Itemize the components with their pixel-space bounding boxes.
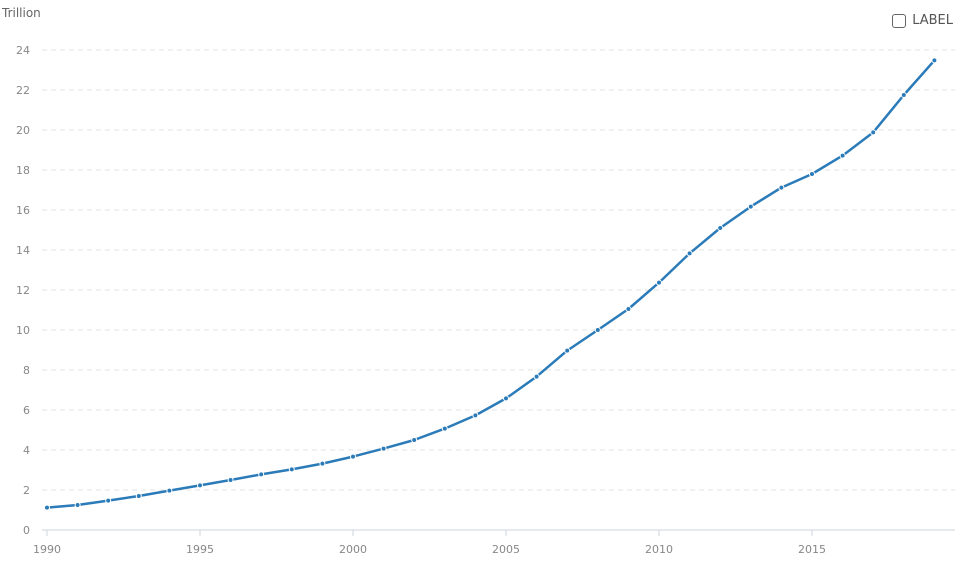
- data-point: [227, 477, 234, 483]
- data-point: [258, 471, 265, 478]
- legend-toggle[interactable]: LABEL: [892, 13, 953, 28]
- checkbox-icon[interactable]: [892, 13, 907, 28]
- data-point: [870, 129, 877, 136]
- data-point: [472, 412, 479, 419]
- x-tick-label: 1990: [33, 543, 61, 556]
- y-tick-label: 24: [16, 44, 30, 57]
- y-tick-label: 20: [16, 124, 30, 137]
- y-tick-label: 16: [16, 204, 30, 217]
- y-tick-label: 6: [23, 404, 30, 417]
- y-tick-label: 12: [16, 284, 30, 297]
- y-tick-label: 8: [23, 364, 30, 377]
- data-point: [441, 425, 448, 432]
- data-point: [778, 184, 785, 191]
- data-point: [105, 497, 112, 504]
- y-axis-unit-label: Trillion: [2, 6, 41, 20]
- x-tick-label: 2015: [798, 543, 826, 556]
- data-point: [809, 171, 815, 177]
- data-point: [594, 327, 601, 333]
- data-point: [625, 306, 632, 312]
- data-point: [931, 57, 938, 64]
- data-point: [656, 279, 662, 286]
- data-point: [44, 504, 50, 511]
- data-point: [380, 445, 387, 452]
- x-tick-label: 1995: [186, 543, 214, 556]
- data-point: [74, 502, 81, 508]
- x-tick-label: 2000: [339, 543, 367, 556]
- data-point: [564, 347, 571, 354]
- data-point: [839, 152, 846, 159]
- data-point: [503, 395, 509, 402]
- data-point: [288, 466, 295, 473]
- data-point: [747, 203, 754, 210]
- data-point: [717, 225, 724, 231]
- data-point: [135, 493, 142, 499]
- data-point: [197, 482, 203, 489]
- data-point: [900, 92, 907, 98]
- x-tick-label: 2005: [492, 543, 520, 556]
- y-tick-label: 2: [23, 484, 30, 497]
- data-point: [411, 437, 418, 443]
- data-point: [533, 373, 540, 380]
- data-point: [350, 453, 356, 460]
- x-tick-label: 2010: [645, 543, 673, 556]
- y-tick-label: 18: [16, 164, 30, 177]
- data-point: [166, 487, 173, 494]
- y-tick-label: 4: [23, 444, 30, 457]
- y-tick-label: 22: [16, 84, 30, 97]
- legend-label: LABEL: [912, 13, 953, 28]
- y-tick-label: 14: [16, 244, 30, 257]
- series-line: [46, 59, 936, 509]
- y-tick-label: 0: [23, 524, 30, 537]
- data-point: [686, 250, 693, 257]
- y-tick-label: 10: [16, 324, 30, 337]
- data-point: [319, 460, 326, 467]
